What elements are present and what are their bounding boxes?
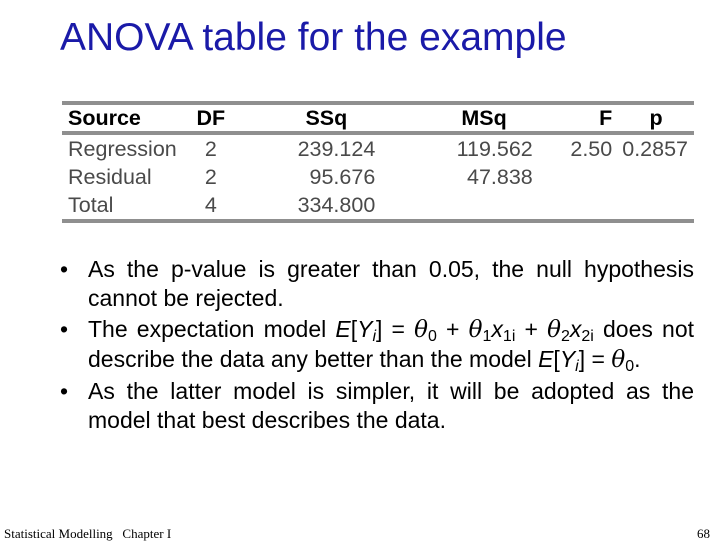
header-msq: MSq <box>461 105 507 130</box>
cell-ssq: 334.800 <box>297 192 376 217</box>
cell-p: 0.2857 <box>622 136 688 161</box>
table-header-row: Source DF SSq MSq F p <box>62 103 694 133</box>
bullet-item: • As the p-value is greater than 0.05, t… <box>56 255 694 313</box>
footer-course-label: Statistical Modelling Chapter I <box>4 526 172 541</box>
header-ssq: SSq <box>305 105 348 130</box>
cell-f: 2.50 <box>570 136 613 161</box>
header-df: DF <box>196 105 226 130</box>
cell-f <box>553 163 618 191</box>
cell-f <box>553 191 618 221</box>
bullet-item: • As the latter model is simpler, it wil… <box>56 377 694 435</box>
bullet-dot: • <box>60 316 69 342</box>
cell-ssq: 95.676 <box>309 164 376 189</box>
cell-msq: 119.562 <box>456 136 533 161</box>
cell-df: 2 <box>204 164 217 189</box>
cell-df: 4 <box>204 192 217 217</box>
bullet-text: The expectation model E[Yi] = θ0 + θ1x1i… <box>88 316 694 375</box>
header-source: Source <box>68 105 141 130</box>
table-row-residual: Residual 2 95.676 47.838 <box>62 163 694 191</box>
cell-p <box>618 163 694 191</box>
bullet-dot: • <box>60 378 69 404</box>
cell-source: Residual <box>68 164 152 189</box>
slide-title: ANOVA table for the example <box>60 16 567 59</box>
bullet-list: • As the p-value is greater than 0.05, t… <box>56 255 694 437</box>
page-number: 68 <box>697 526 710 541</box>
cell-source: Regression <box>68 136 177 161</box>
bullet-dot: • <box>60 256 69 282</box>
cell-source: Total <box>68 192 114 217</box>
anova-table: Source DF SSq MSq F p Regression 2 239.1… <box>62 101 694 223</box>
bullet-item: • The expectation model E[Yi] = θ0 + θ1x… <box>56 315 694 375</box>
bullet-text: As the latter model is simpler, it will … <box>88 378 694 433</box>
table-row-regression: Regression 2 239.124 119.562 2.50 0.2857 <box>62 133 694 163</box>
header-p: p <box>649 105 663 130</box>
header-f: F <box>599 105 613 130</box>
cell-df: 2 <box>204 136 217 161</box>
cell-ssq: 239.124 <box>297 136 376 161</box>
cell-msq <box>385 191 552 221</box>
bullet-text: As the p-value is greater than 0.05, the… <box>88 256 694 311</box>
cell-msq: 47.838 <box>466 164 533 189</box>
cell-p <box>618 191 694 221</box>
table-row-total: Total 4 334.800 <box>62 191 694 221</box>
